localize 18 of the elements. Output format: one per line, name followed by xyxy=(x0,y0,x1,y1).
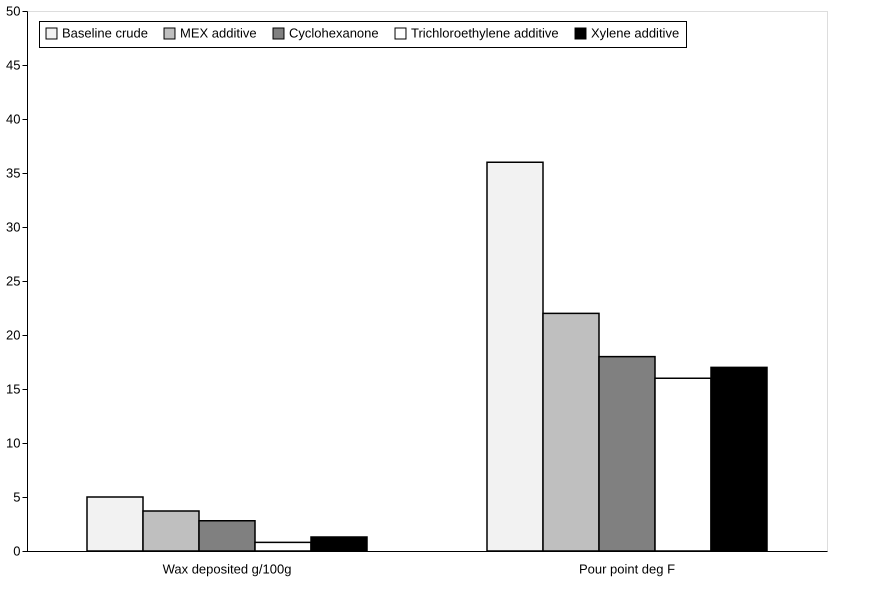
y-tick-label: 10 xyxy=(6,436,20,450)
y-tick-label: 30 xyxy=(6,220,20,234)
legend-label: Trichloroethylene additive xyxy=(411,26,559,41)
y-tick-label: 45 xyxy=(6,58,20,72)
legend-label: Baseline crude xyxy=(62,26,148,41)
x-tick-label: Pour point deg F xyxy=(578,562,676,576)
legend-label: Xylene additive xyxy=(591,26,680,41)
y-tick-label: 40 xyxy=(6,112,20,126)
y-tick-label: 50 xyxy=(6,4,20,18)
legend-label: MEX additive xyxy=(180,26,257,41)
y-tick-label: 15 xyxy=(6,382,20,396)
y-tick-label: 20 xyxy=(6,328,20,342)
legend-label: Cyclohexanone xyxy=(289,26,379,41)
y-tick-label: 25 xyxy=(6,274,20,288)
y-tick-label: 35 xyxy=(6,166,20,180)
y-tick-label: 0 xyxy=(13,544,20,558)
y-tick-label: 5 xyxy=(13,490,20,504)
x-tick-label: Wax deposited g/100g xyxy=(162,562,292,576)
